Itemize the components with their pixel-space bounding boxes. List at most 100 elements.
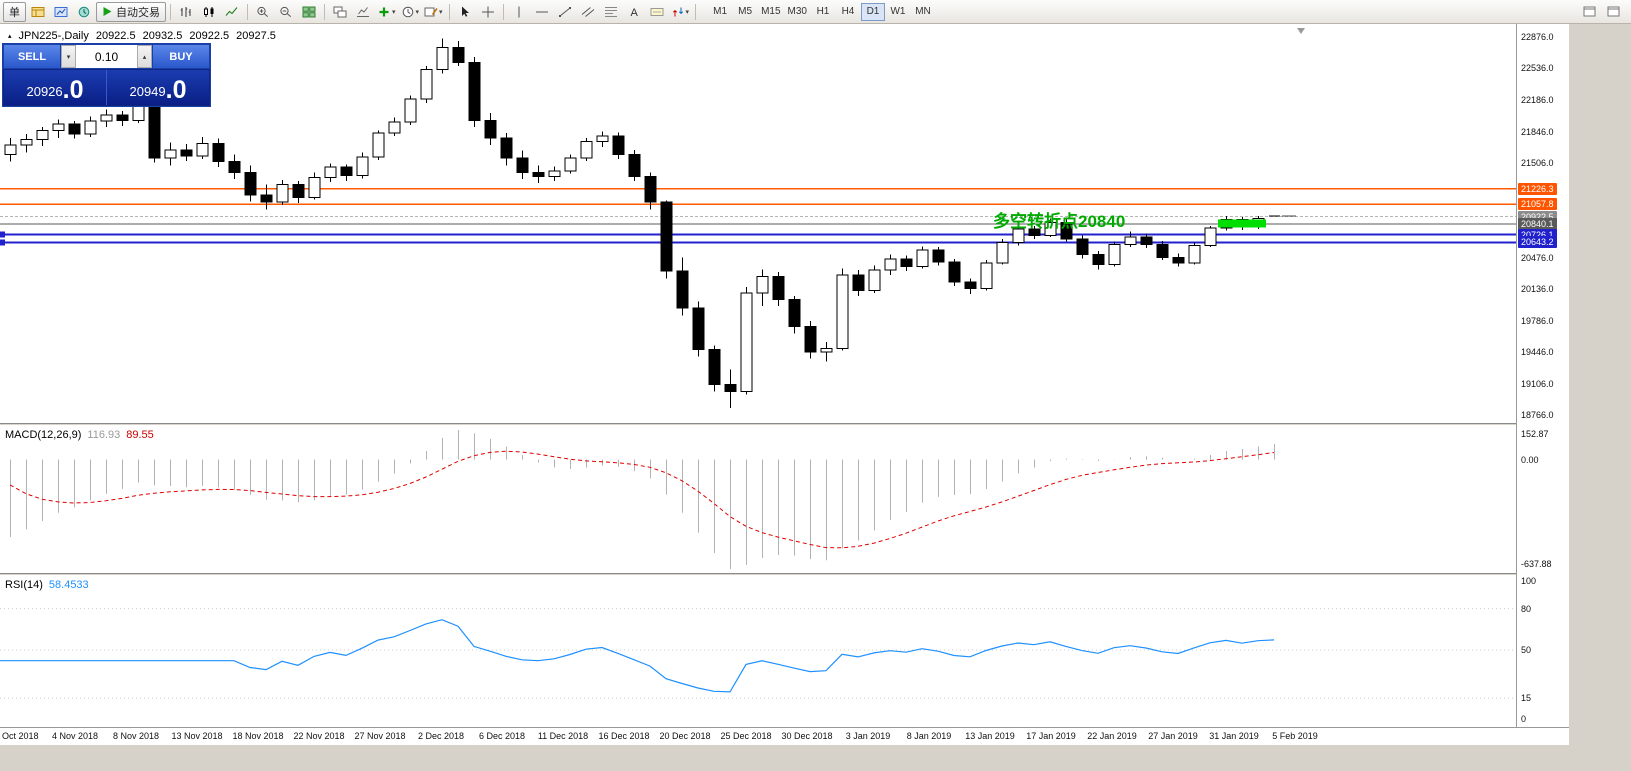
axis-label: 152.87	[1521, 429, 1549, 439]
candle	[852, 270, 865, 296]
timeframe-m30[interactable]: M30	[785, 3, 810, 21]
fibonacci-icon[interactable]	[600, 2, 622, 22]
data-window-icon[interactable]	[27, 2, 49, 22]
timeframe-w1[interactable]: W1	[886, 3, 910, 21]
candle	[4, 137, 17, 162]
panel-splitter[interactable]	[0, 573, 1569, 576]
candle	[932, 247, 945, 266]
pivot-annotation[interactable]: 多空转折点20840	[993, 211, 1125, 231]
chart-high: 20932.5	[142, 30, 183, 42]
ohlc-toggle-icon[interactable]: ▴	[8, 33, 12, 40]
timeframe-d1[interactable]: D1	[860, 2, 885, 21]
window-bottom-margin	[0, 745, 1569, 771]
axis-label: 100	[1521, 576, 1537, 586]
toolbar-separator	[448, 3, 450, 20]
chart-shift-icon[interactable]	[352, 2, 374, 22]
candlestick-chart-icon[interactable]	[198, 2, 220, 22]
rsi-header: RSI(14) 58.4533	[5, 579, 89, 591]
macd-panel[interactable]	[0, 426, 1516, 573]
time-axis-label: 20 Dec 2018	[659, 731, 711, 741]
zoom-out-icon[interactable]	[275, 2, 297, 22]
candle	[772, 272, 785, 307]
candle	[148, 101, 161, 163]
horizontal-line-icon[interactable]	[531, 2, 553, 22]
bar-chart-icon[interactable]	[175, 2, 197, 22]
price-chart-canvas[interactable]: 多空转折点20840	[0, 24, 1516, 423]
market-watch-icon[interactable]	[73, 2, 95, 22]
chart-shift-marker[interactable]	[1297, 28, 1305, 34]
line-handle[interactable]	[0, 239, 5, 246]
toolbar-window-icon-2[interactable]	[1602, 2, 1624, 22]
periods-icon[interactable]: ▾	[399, 2, 422, 22]
text-label-icon[interactable]	[646, 2, 668, 22]
auto-arrange-icon[interactable]	[329, 2, 351, 22]
axis-label: -637.88	[1521, 559, 1552, 569]
volume-input[interactable]	[76, 45, 137, 68]
window-right-margin	[1569, 24, 1631, 771]
line-handle[interactable]	[0, 231, 5, 238]
timeframe-m1[interactable]: M1	[708, 3, 732, 21]
timeframe-m15[interactable]: M15	[758, 3, 783, 21]
vertical-line-icon[interactable]	[508, 2, 530, 22]
axis-label: 0	[1521, 714, 1527, 724]
axis-label: 19446.0	[1521, 347, 1554, 358]
buy-price[interactable]: 20949.0	[129, 76, 187, 105]
axis-label: 22876.0	[1521, 32, 1554, 42]
standard-toolbar: 单自动交易 ▾ ▾ ▾ A ▾ M1 M5 M15 M30 H1 H4 D1 W1 MN	[0, 0, 1631, 24]
text-icon[interactable]: A	[623, 2, 645, 22]
sell-price[interactable]: 20926.0	[26, 76, 84, 105]
sell-button[interactable]: SELL	[3, 44, 61, 69]
autotrading-button[interactable]: 自动交易	[96, 1, 166, 22]
time-axis-label: 11 Dec 2018	[537, 731, 589, 741]
timeframe-h1[interactable]: H1	[811, 3, 835, 21]
chart-symbol-period: JPN225-,Daily	[18, 30, 89, 42]
candle	[948, 259, 961, 286]
pivot-zone-rect[interactable]	[1218, 219, 1266, 228]
channel-icon[interactable]	[577, 2, 599, 22]
candle	[196, 136, 209, 159]
trendline-icon[interactable]	[554, 2, 576, 22]
candle	[900, 255, 913, 272]
chart-low: 20922.5	[189, 30, 230, 42]
candle	[1172, 253, 1185, 267]
candle	[1076, 235, 1089, 259]
time-axis-label: 30 Oct 2018	[0, 731, 39, 741]
toolbar-window-icon-1[interactable]	[1578, 2, 1600, 22]
panel-splitter[interactable]	[0, 423, 1569, 426]
candle	[452, 41, 465, 67]
candle	[804, 320, 817, 359]
new-chart-icon[interactable]	[50, 2, 72, 22]
timeframe-toolbar: M1 M5 M15 M30 H1 H4 D1 W1 MN	[708, 2, 935, 21]
timeframe-m5[interactable]: M5	[733, 3, 757, 21]
time-axis-label: 6 Dec 2018	[478, 731, 526, 741]
crosshair-icon[interactable]	[477, 2, 499, 22]
candle	[260, 184, 273, 210]
candle	[212, 138, 225, 168]
candle	[308, 172, 321, 200]
tile-windows-icon[interactable]	[298, 2, 320, 22]
indicators-icon[interactable]: ▾	[375, 2, 398, 22]
volume-decrease-button[interactable]: ▾	[61, 45, 76, 68]
arrows-icon[interactable]: ▾	[669, 2, 692, 22]
timeframe-mn[interactable]: MN	[911, 3, 935, 21]
price-scale[interactable]: 22876.0 22536.0 22186.0 21846.0 21506.0 20476…	[1516, 24, 1569, 743]
zoom-in-icon[interactable]	[252, 2, 274, 22]
macd-label: MACD(12,26,9)	[5, 429, 82, 441]
time-scale[interactable]: 30 Oct 2018 4 Nov 2018 8 Nov 2018 13 Nov 20…	[0, 727, 1569, 745]
rsi-panel[interactable]	[0, 576, 1516, 727]
candle	[404, 95, 417, 125]
timeframe-h4[interactable]: H4	[836, 3, 860, 21]
volume-control: ▾ ▴	[61, 44, 152, 69]
buy-button[interactable]: BUY	[152, 44, 210, 69]
line-chart-icon[interactable]	[221, 2, 243, 22]
new-order-button[interactable]: 单	[3, 1, 26, 22]
candle	[740, 286, 753, 395]
volume-increase-button[interactable]: ▴	[137, 45, 152, 68]
toolbar-separator	[695, 3, 697, 20]
time-axis-label: 5 Feb 2019	[1272, 731, 1318, 741]
candle	[20, 134, 33, 153]
cursor-icon[interactable]	[454, 2, 476, 22]
templates-icon[interactable]: ▾	[422, 2, 445, 22]
axis-label: 80	[1521, 603, 1532, 614]
